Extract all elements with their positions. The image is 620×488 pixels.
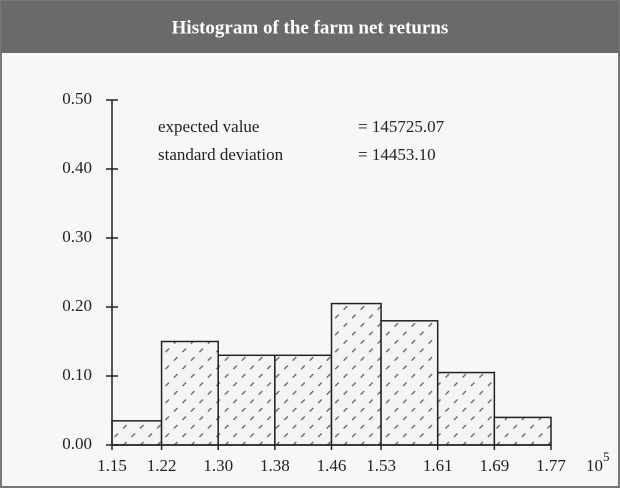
histogram-bar bbox=[330, 302, 382, 446]
x-scale-base: 10 bbox=[586, 456, 603, 475]
x-tick-label: 1.15 bbox=[97, 456, 127, 475]
histogram-bar bbox=[217, 354, 276, 446]
histogram-bar bbox=[493, 416, 552, 446]
y-tick-label: 0.50 bbox=[62, 89, 92, 108]
histogram-bar bbox=[160, 340, 219, 446]
histogram-bar bbox=[436, 371, 496, 446]
histogram-bar bbox=[380, 320, 439, 446]
x-scale-label: 105 bbox=[586, 449, 610, 475]
x-tick-label: 1.61 bbox=[423, 456, 453, 475]
x-tick-label: 1.69 bbox=[479, 456, 509, 475]
x-scale-exponent: 5 bbox=[603, 449, 610, 464]
x-tick-label: 1.38 bbox=[260, 456, 290, 475]
x-tick-label: 1.46 bbox=[317, 456, 347, 475]
x-tick-label: 1.77 bbox=[536, 456, 566, 475]
y-tick-label: 0.30 bbox=[62, 227, 92, 246]
histogram-bar bbox=[274, 354, 333, 446]
x-tick-label: 1.22 bbox=[147, 456, 177, 475]
chart-title: Histogram of the farm net returns bbox=[172, 17, 449, 38]
histogram-bar bbox=[111, 420, 163, 446]
x-tick-label: 1.53 bbox=[366, 456, 396, 475]
y-tick-label: 0.40 bbox=[62, 158, 92, 177]
y-tick-label: 0.10 bbox=[62, 365, 92, 384]
y-tick-label: 0.00 bbox=[62, 434, 92, 453]
annotation-label: standard deviation bbox=[158, 145, 284, 164]
annotation-value: = 14453.10 bbox=[358, 145, 436, 164]
y-tick-label: 0.20 bbox=[62, 296, 92, 315]
annotation-label: expected value bbox=[158, 117, 259, 136]
annotation-value: = 145725.07 bbox=[358, 117, 445, 136]
title-bar bbox=[1, 1, 619, 53]
x-tick-label: 1.30 bbox=[203, 456, 233, 475]
